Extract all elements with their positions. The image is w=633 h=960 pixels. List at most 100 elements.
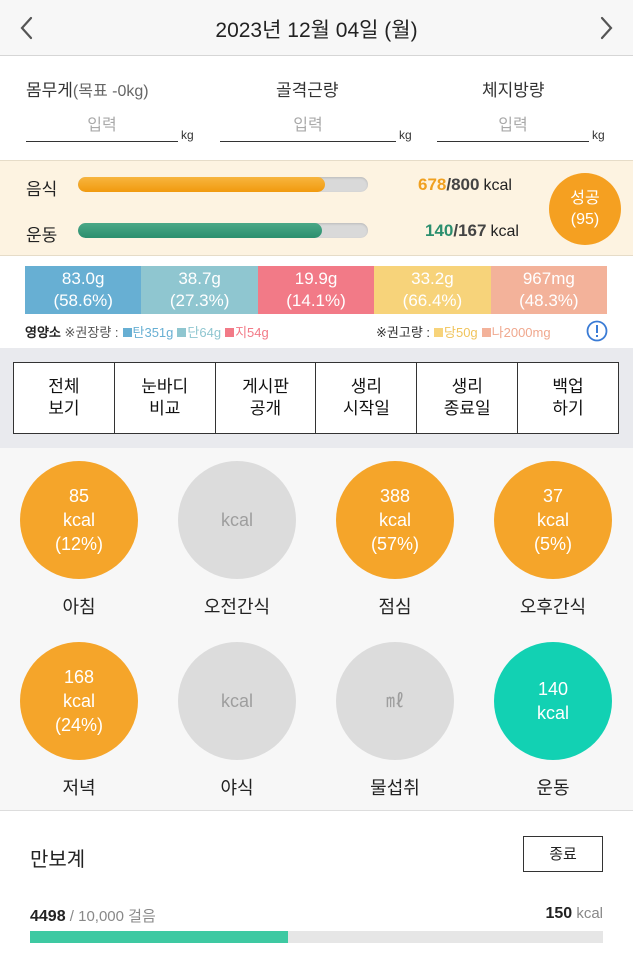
meal-kcal: 85 xyxy=(68,486,90,506)
nutrient-boxes: 83.0g (58.6%) 38.7g (27.3%) 19.9g (14.1%… xyxy=(25,266,608,314)
meal-unit: kcal xyxy=(62,691,95,711)
body-measures: 몸무게(목표 -0kg) 골격근량 체지방량 입력 kg 입력 kg 입력 kg xyxy=(0,56,633,160)
pedometer: 만보계 종료 4498 / 10,000 걸음 150 kcal xyxy=(0,810,633,960)
date-header: 2023년 12월 04일 (월) xyxy=(0,0,633,56)
nutrient-percent: (66.4%) xyxy=(402,291,463,310)
pedometer-kcal-value: 150 xyxy=(545,905,573,922)
meal-name: 물섭취 xyxy=(370,778,420,798)
fat-input[interactable]: 입력 xyxy=(437,114,589,142)
meal-circle: 85 kcal (12%) xyxy=(20,461,138,579)
weight-input[interactable]: 입력 xyxy=(26,114,178,142)
nutrient-box-sugar[interactable]: 33.2g (66.4%) xyxy=(374,266,491,314)
exercise-progress-track xyxy=(78,223,368,238)
nutrient-box-protein[interactable]: 38.7g (27.3%) xyxy=(141,266,258,314)
meal-name: 운동 xyxy=(536,778,570,798)
meal-name: 오후간식 xyxy=(519,597,587,617)
meal-name: 저녁 xyxy=(62,778,96,798)
step-progress-fill xyxy=(30,931,288,943)
nutrient-value: 83.0g xyxy=(61,269,105,288)
protein-swatch xyxy=(177,328,187,337)
meal-name: 오전간식 xyxy=(203,597,271,617)
pedometer-title: 만보계 xyxy=(30,849,86,871)
nutrient-value: 967mg xyxy=(522,269,575,288)
prev-day-button[interactable] xyxy=(6,10,46,46)
food-label: 음식 xyxy=(26,180,58,199)
nutrient-percent: (48.3%) xyxy=(519,291,579,310)
meal-morning-snack[interactable]: kcal 오전간식 xyxy=(178,461,296,619)
weight-goal: (목표 -0kg) xyxy=(72,83,149,100)
recommend-legend: 영양소 ※권장량 : 탄351g 단64g 지54g xyxy=(25,322,269,341)
weight-label: 몸무게(목표 -0kg) xyxy=(26,76,149,101)
exercise-calories: 140/167 kcal xyxy=(425,221,519,241)
nutrient-percent: (27.3%) xyxy=(169,291,230,310)
step-progress-track xyxy=(30,931,603,943)
carb-swatch xyxy=(122,328,132,337)
food-unit: kcal xyxy=(483,177,512,194)
meal-afternoon-snack[interactable]: 37 kcal (5%) 오후간식 xyxy=(494,461,612,619)
next-day-button[interactable] xyxy=(587,10,627,46)
nutrient-summary: 83.0g (58.6%) 38.7g (27.3%) 19.9g (14.1%… xyxy=(0,256,633,348)
meal-dinner[interactable]: 168 kcal (24%) 저녁 xyxy=(20,642,138,800)
badge-score: (95) xyxy=(570,211,600,228)
food-target: /800 xyxy=(446,175,480,194)
muscle-input[interactable]: 입력 xyxy=(220,114,396,142)
nutrient-percent: (14.1%) xyxy=(286,291,346,310)
water-unit: ㎖ xyxy=(386,691,404,711)
period-end-button[interactable]: 생리 종료일 xyxy=(417,363,519,433)
fat-recommend: 지54g xyxy=(235,325,269,340)
exercise-current: 140 xyxy=(425,221,454,240)
nutrient-value: 33.2g xyxy=(411,269,454,288)
nutrient-box-fat[interactable]: 19.9g (14.1%) xyxy=(257,266,375,314)
meal-circle: 388 kcal (57%) xyxy=(336,461,454,579)
water-intake[interactable]: ㎖ 물섭취 xyxy=(336,642,454,800)
view-all-button[interactable]: 전체 보기 xyxy=(14,363,115,433)
action-bar: 전체 보기 눈바디 비교 게시판 공개 생리 시작일 생리 종료일 백업 하기 xyxy=(0,348,633,448)
legend-title: 영양소 xyxy=(25,325,61,340)
period-start-button[interactable]: 생리 시작일 xyxy=(316,363,418,433)
muscle-label: 골격근량 xyxy=(276,81,339,100)
badge-label: 성공 xyxy=(570,190,600,207)
food-progress-track xyxy=(78,177,368,192)
meal-percent: (5%) xyxy=(533,534,572,554)
meal-unit: kcal xyxy=(536,703,569,723)
meal-unit: kcal xyxy=(536,510,569,530)
date-title[interactable]: 2023년 12월 04일 (월) xyxy=(215,19,418,42)
meal-circle: 37 kcal (5%) xyxy=(494,461,612,579)
chevron-left-icon xyxy=(20,16,33,40)
meal-breakfast[interactable]: 85 kcal (12%) 아침 xyxy=(20,461,138,619)
stop-button[interactable]: 종료 xyxy=(523,836,603,872)
meal-percent: (24%) xyxy=(54,715,103,735)
meal-kcal: 37 xyxy=(542,486,564,506)
meal-late-snack[interactable]: kcal 야식 xyxy=(178,642,296,800)
fat-unit: kg xyxy=(592,128,605,142)
nutrient-box-carb[interactable]: 83.0g (58.6%) xyxy=(25,266,142,314)
backup-button[interactable]: 백업 하기 xyxy=(552,377,584,418)
nutrient-box-sodium[interactable]: 967mg (48.3%) xyxy=(490,266,608,314)
info-icon[interactable] xyxy=(586,320,608,347)
pedometer-kcal: 150 kcal xyxy=(545,905,603,923)
carb-recommend: 탄351g xyxy=(132,325,174,340)
meal-unit: kcal xyxy=(220,691,253,711)
food-current: 678 xyxy=(418,175,447,194)
meal-percent: (57%) xyxy=(370,534,419,554)
steps-value: 4498 xyxy=(30,908,66,925)
food-calories: 678/800 kcal xyxy=(418,175,512,195)
meal-lunch[interactable]: 388 kcal (57%) 점심 xyxy=(336,461,454,619)
success-badge[interactable]: 성공 (95) xyxy=(549,173,621,245)
meal-circle: kcal xyxy=(178,461,296,579)
exercise-entry[interactable]: 140 kcal 운동 xyxy=(494,642,612,800)
meal-kcal: 168 xyxy=(63,667,95,687)
food-progress-fill xyxy=(78,177,325,192)
step-count: 4498 / 10,000 걸음 xyxy=(30,905,156,926)
meal-unit: kcal xyxy=(62,510,95,530)
sugar-swatch xyxy=(434,328,443,337)
eye-body-compare-button[interactable]: 눈바디 비교 xyxy=(115,363,216,433)
meal-kcal: 140 xyxy=(537,679,569,699)
sugar-advise: 당50g xyxy=(444,325,478,340)
board-publish-button[interactable]: 게시판 공개 xyxy=(216,363,317,433)
exercise-label: 운동 xyxy=(26,226,58,245)
meal-grid: 85 kcal (12%) 아침 kcal 오전간식 388 kcal (57%… xyxy=(0,448,633,810)
meal-name: 점심 xyxy=(378,597,412,617)
meal-unit: kcal xyxy=(378,510,411,530)
calorie-panel: 음식 678/800 kcal 운동 140/167 kcal 성공 (95) xyxy=(0,160,633,256)
